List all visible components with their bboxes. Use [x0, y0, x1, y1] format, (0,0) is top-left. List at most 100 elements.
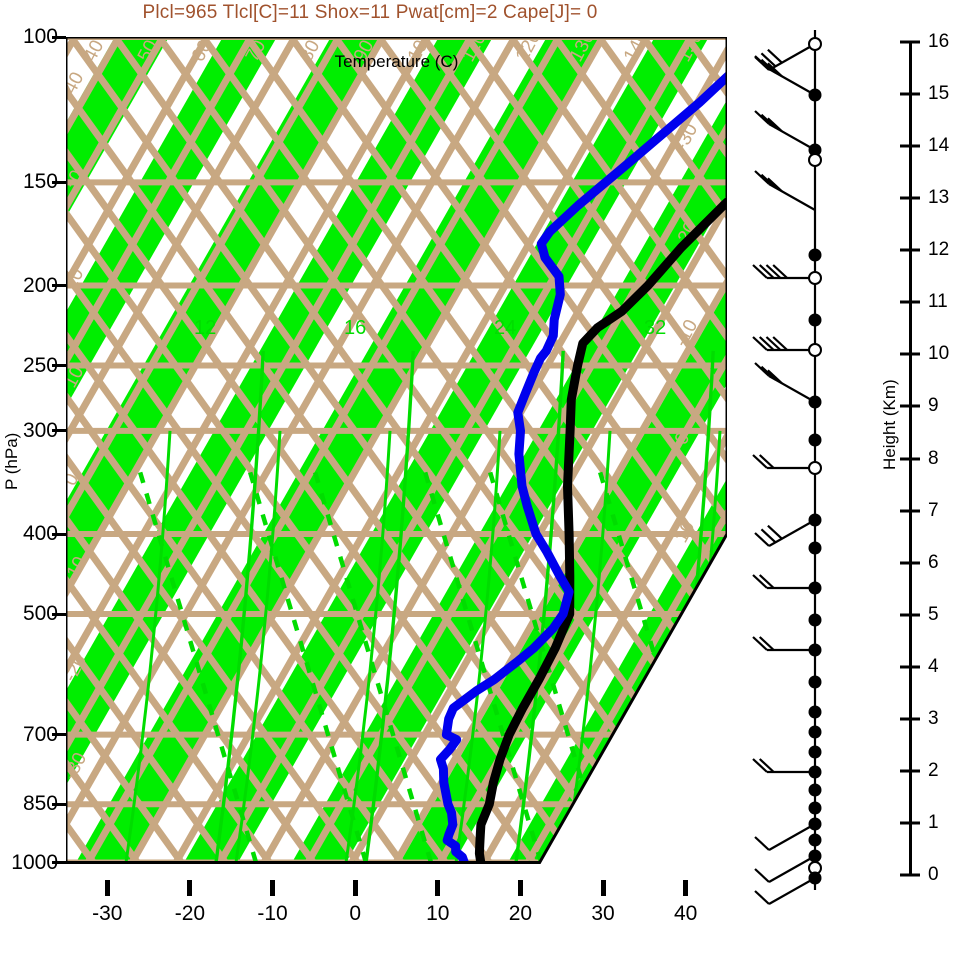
height-tick	[900, 196, 920, 200]
temperature-axis-title: Temperature (C)	[334, 52, 459, 71]
height-tick	[900, 717, 920, 721]
pressure-tick	[52, 802, 66, 806]
height-tick	[900, 248, 920, 252]
pressure-axis: P (hPa) 100 150 200 250 300 400 500 700 850 1000	[0, 0, 66, 957]
pressure-tick-label: 700	[22, 722, 58, 746]
wind-barb	[808, 433, 822, 447]
height-axis: Height (Km) 0 1 2 3 4 5 6 7 8 9 10 11 12 13 14 15 16	[880, 0, 961, 957]
wind-barb	[808, 541, 822, 555]
pressure-tick	[52, 429, 66, 433]
temperature-tick	[270, 880, 276, 896]
height-tick	[900, 300, 920, 304]
height-tick-label: 12	[928, 239, 950, 261]
pressure-tick-label: 200	[22, 273, 58, 297]
pressure-tick	[52, 532, 66, 536]
pressure-tick-label: 250	[22, 353, 58, 377]
height-tick-label: 2	[928, 759, 939, 781]
height-tick	[900, 873, 920, 877]
wind-barb	[752, 336, 822, 357]
pressure-tick	[52, 180, 66, 184]
temperature-tick	[187, 880, 193, 896]
height-tick-label: 7	[928, 499, 939, 521]
pressure-axis-title: P (hPa)	[2, 432, 21, 490]
pressure-tick	[52, 364, 66, 367]
wind-barb	[752, 574, 822, 595]
wind-barb	[808, 705, 822, 719]
height-tick	[900, 509, 920, 513]
pressure-tick	[52, 861, 66, 864]
wind-barb	[752, 636, 822, 657]
wind-barb	[808, 745, 822, 759]
wind-barb	[808, 153, 822, 167]
temperature-tick	[517, 880, 523, 896]
height-tick-label: 8	[928, 447, 939, 469]
wind-barb	[754, 110, 822, 157]
pressure-tick-label: 850	[22, 792, 58, 816]
svg-text:24: 24	[494, 317, 516, 339]
wind-barb	[752, 264, 822, 285]
wind-barb	[808, 248, 822, 262]
height-tick-label: 11	[928, 291, 948, 313]
height-tick	[900, 613, 920, 617]
wind-barb	[808, 613, 822, 627]
svg-text:16: 16	[344, 317, 366, 339]
wind-barb	[808, 783, 822, 797]
temperature-tick-label: 30	[591, 902, 615, 925]
skewt-canvas: 4050607080901001101201301401501604030201…	[66, 37, 727, 875]
pressure-tick-label: 300	[22, 418, 58, 442]
plot-area: 4050607080901001101201301401501604030201…	[66, 37, 727, 880]
height-axis-title: Height (Km)	[880, 379, 899, 470]
height-tick-label: 4	[928, 655, 939, 677]
pressure-tick-label: 1000	[11, 850, 58, 874]
wind-barb	[754, 362, 822, 409]
wind-barb	[754, 170, 816, 211]
wind-barb	[752, 454, 822, 475]
wind-barb	[808, 801, 822, 815]
height-tick-label: 16	[928, 31, 950, 52]
pressure-tick-label: 100	[22, 25, 58, 48]
height-tick	[900, 665, 920, 669]
height-tick-label: 3	[928, 707, 939, 729]
temperature-tick	[104, 880, 110, 896]
temperature-tick	[600, 880, 606, 896]
wind-barb-column	[752, 30, 822, 905]
height-tick-label: 1	[928, 811, 939, 833]
pressure-tick	[52, 612, 66, 616]
pressure-tick-label: 500	[22, 602, 58, 625]
temperature-tick-label: 20	[508, 902, 533, 925]
pressure-tick	[52, 733, 66, 737]
height-tick-label: 9	[928, 395, 939, 417]
wind-barb	[808, 725, 822, 739]
height-tick-label: 13	[928, 187, 950, 209]
wind-barb	[754, 871, 822, 905]
height-tick	[900, 457, 920, 460]
page-title: Plcl=965 Tlcl[C]=11 Shox=11 Pwat[cm]=2 C…	[142, 2, 598, 23]
height-tick	[900, 769, 920, 773]
temperature-tick-label: 10	[426, 902, 450, 925]
temperature-tick	[352, 880, 358, 896]
height-tick-label: 0	[928, 864, 939, 885]
pressure-tick	[52, 284, 66, 287]
svg-text:12: 12	[194, 317, 216, 339]
height-tick	[900, 561, 920, 565]
height-tick-label: 10	[928, 343, 950, 365]
temperature-tick	[435, 880, 441, 896]
wind-barb	[752, 758, 822, 779]
temperature-tick	[683, 880, 689, 896]
height-tick	[900, 40, 920, 44]
temperature-tick-label: 0	[349, 902, 362, 925]
temperature-tick-label: -10	[257, 902, 288, 925]
wind-barb	[808, 675, 822, 689]
height-tick-label: 15	[928, 83, 950, 105]
wind-barb	[754, 513, 822, 547]
wind-barb	[754, 55, 822, 102]
svg-text:12: 12	[697, 848, 724, 875]
pressure-tick	[52, 35, 66, 39]
wind-barb	[754, 849, 822, 883]
height-tick	[900, 92, 920, 96]
svg-text:30: 30	[671, 714, 699, 743]
height-tick-label: 6	[928, 551, 939, 573]
wind-barb	[808, 313, 822, 327]
height-tick-label: 14	[928, 135, 950, 157]
